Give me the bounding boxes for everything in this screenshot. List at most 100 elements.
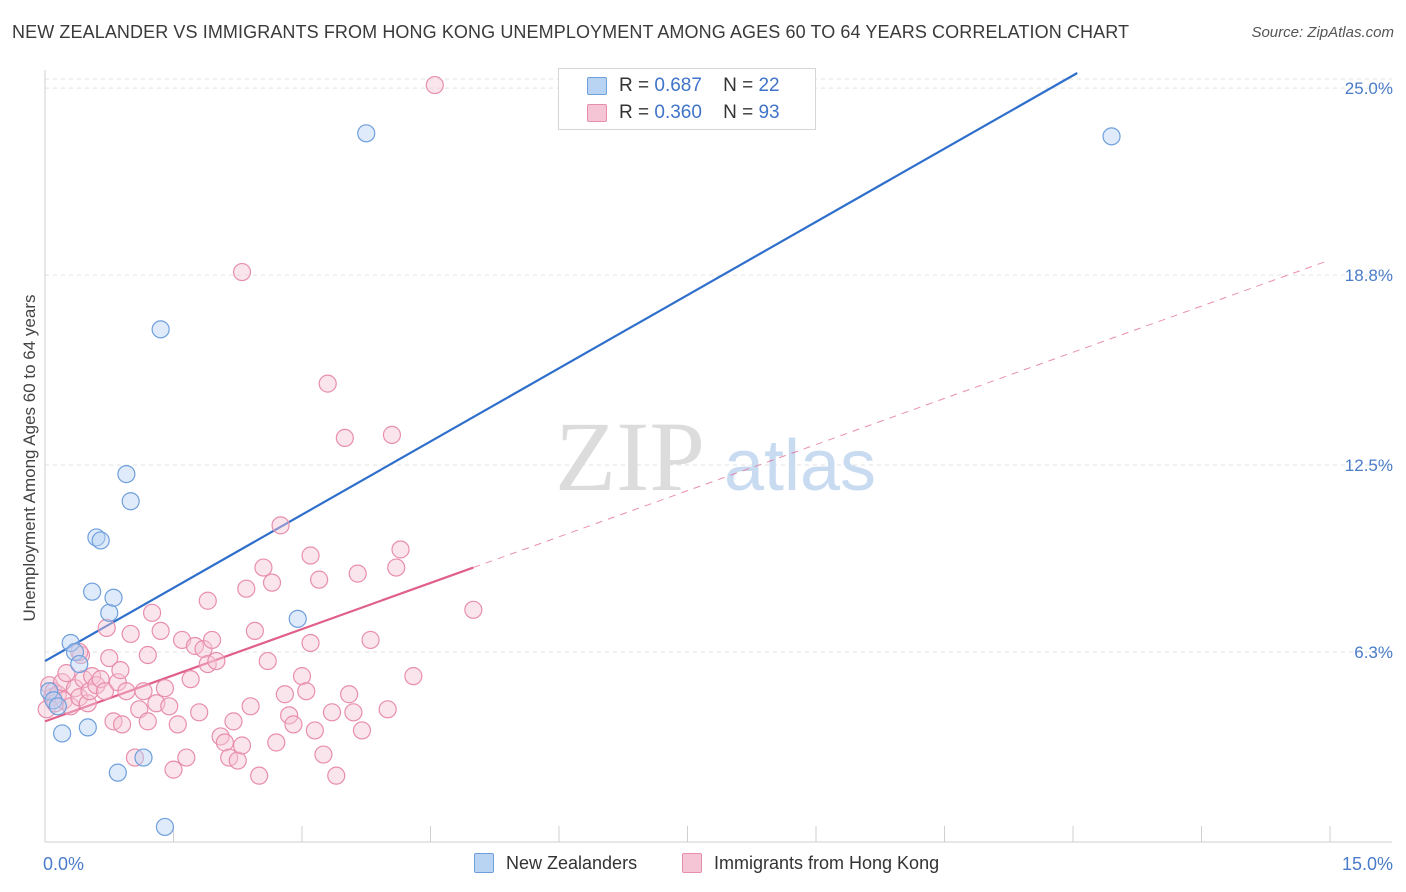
point-hong-kong <box>254 558 273 577</box>
legend-r-label: R = <box>619 102 650 123</box>
point-hong-kong <box>361 630 380 650</box>
bottom-legend-label: Immigrants from Hong Kong <box>714 853 940 873</box>
point-new-zealanders <box>61 633 80 653</box>
legend-n-label: N = <box>723 75 754 96</box>
point-hong-kong <box>378 700 397 719</box>
point-new-zealanders <box>53 724 72 743</box>
chart-title: NEW ZEALANDER VS IMMIGRANTS FROM HONG KO… <box>12 22 1130 42</box>
point-hong-kong <box>181 670 200 689</box>
point-hong-kong <box>318 374 337 393</box>
bottom-legend-swatch-pink <box>682 853 702 873</box>
legend-n-value: 93 <box>758 102 780 123</box>
point-hong-kong <box>100 648 119 668</box>
point-new-zealanders <box>65 642 85 662</box>
point-hong-kong <box>301 546 320 565</box>
point-hong-kong <box>258 651 277 671</box>
point-hong-kong <box>267 733 286 752</box>
point-new-zealanders <box>117 464 136 484</box>
point-hong-kong <box>404 667 423 686</box>
point-hong-kong <box>305 721 324 740</box>
point-hong-kong <box>91 670 110 689</box>
point-hong-kong <box>215 733 234 752</box>
point-hong-kong <box>292 667 312 686</box>
x-tick-label: 15.0% <box>1342 854 1393 874</box>
point-new-zealanders <box>78 718 97 737</box>
point-hong-kong <box>310 570 329 589</box>
watermark-zip: ZIP <box>555 401 705 512</box>
watermark-atlas: atlas <box>724 426 876 506</box>
point-hong-kong <box>297 682 316 701</box>
point-new-zealanders <box>357 124 376 143</box>
correlation-legend: R = 0.687 N = 22 R = 0.360 N = 93 <box>558 68 816 130</box>
point-hong-kong <box>250 766 269 785</box>
trend-line-hong-kong <box>44 566 474 723</box>
point-hong-kong <box>262 573 282 592</box>
point-new-zealanders <box>70 654 89 674</box>
point-hong-kong <box>245 621 264 641</box>
point-hong-kong <box>138 712 157 731</box>
point-hong-kong <box>340 685 359 704</box>
point-new-zealanders <box>151 320 170 339</box>
point-hong-kong <box>335 428 354 448</box>
point-new-zealanders <box>83 582 102 601</box>
y-tick-label: 18.8% <box>1345 266 1393 285</box>
point-hong-kong <box>232 736 252 755</box>
point-new-zealanders <box>104 588 123 607</box>
trend-line-new-zealanders <box>44 72 1078 663</box>
bottom-legend-label: New Zealanders <box>506 853 638 873</box>
point-new-zealanders <box>155 817 175 837</box>
point-hong-kong <box>241 697 260 716</box>
point-hong-kong <box>164 760 183 779</box>
y-tick-label: 6.3% <box>1354 643 1393 662</box>
point-hong-kong <box>327 766 346 785</box>
point-hong-kong <box>464 600 483 619</box>
point-hong-kong <box>284 715 303 734</box>
axes <box>44 70 1392 843</box>
point-hong-kong <box>198 591 217 610</box>
point-hong-kong <box>271 516 290 535</box>
legend-n-value: 22 <box>758 75 780 96</box>
point-hong-kong <box>275 685 294 704</box>
point-new-zealanders <box>1102 127 1121 146</box>
legend-r-value: 0.687 <box>654 75 702 96</box>
point-new-zealanders <box>40 682 59 701</box>
watermark: ZIP atlas <box>555 401 876 512</box>
point-hong-kong <box>280 706 299 725</box>
point-hong-kong <box>352 721 372 740</box>
legend-r-label: R = <box>619 75 650 96</box>
bottom-legend-swatch-blue <box>474 853 494 873</box>
point-hong-kong <box>134 682 153 701</box>
point-hong-kong <box>190 703 209 722</box>
tick-labels: 6.3% 12.5% 18.8% 25.0% 0.0% 15.0% <box>43 79 1393 874</box>
point-hong-kong <box>224 712 243 731</box>
point-new-zealanders <box>48 697 67 716</box>
point-hong-kong <box>111 661 130 680</box>
y-tick-label: 12.5% <box>1345 456 1393 475</box>
data-points <box>37 75 1121 837</box>
point-hong-kong <box>348 564 367 583</box>
point-new-zealanders <box>134 748 153 767</box>
point-hong-kong <box>95 682 115 701</box>
point-new-zealanders <box>91 531 110 550</box>
point-hong-kong <box>142 603 162 622</box>
grid-lines <box>45 78 1392 653</box>
legend-swatch-pink <box>587 104 607 122</box>
point-hong-kong <box>228 751 247 770</box>
trend-line-hong-kong-extension <box>473 259 1331 569</box>
point-hong-kong <box>97 618 116 637</box>
point-hong-kong <box>314 745 333 764</box>
point-hong-kong <box>301 633 320 653</box>
legend-r-value: 0.360 <box>654 102 702 123</box>
point-hong-kong <box>202 630 222 650</box>
trend-lines <box>44 72 1331 723</box>
legend-swatch-blue <box>587 77 607 95</box>
y-tick-label: 25.0% <box>1345 79 1393 98</box>
source-label: Source: ZipAtlas.com <box>1251 24 1394 41</box>
point-new-zealanders <box>108 763 127 782</box>
point-new-zealanders <box>288 609 307 628</box>
point-hong-kong <box>391 540 410 559</box>
x-tick-label: 0.0% <box>43 854 84 874</box>
point-hong-kong <box>237 579 256 598</box>
point-hong-kong <box>382 425 402 444</box>
point-new-zealanders <box>100 603 119 622</box>
